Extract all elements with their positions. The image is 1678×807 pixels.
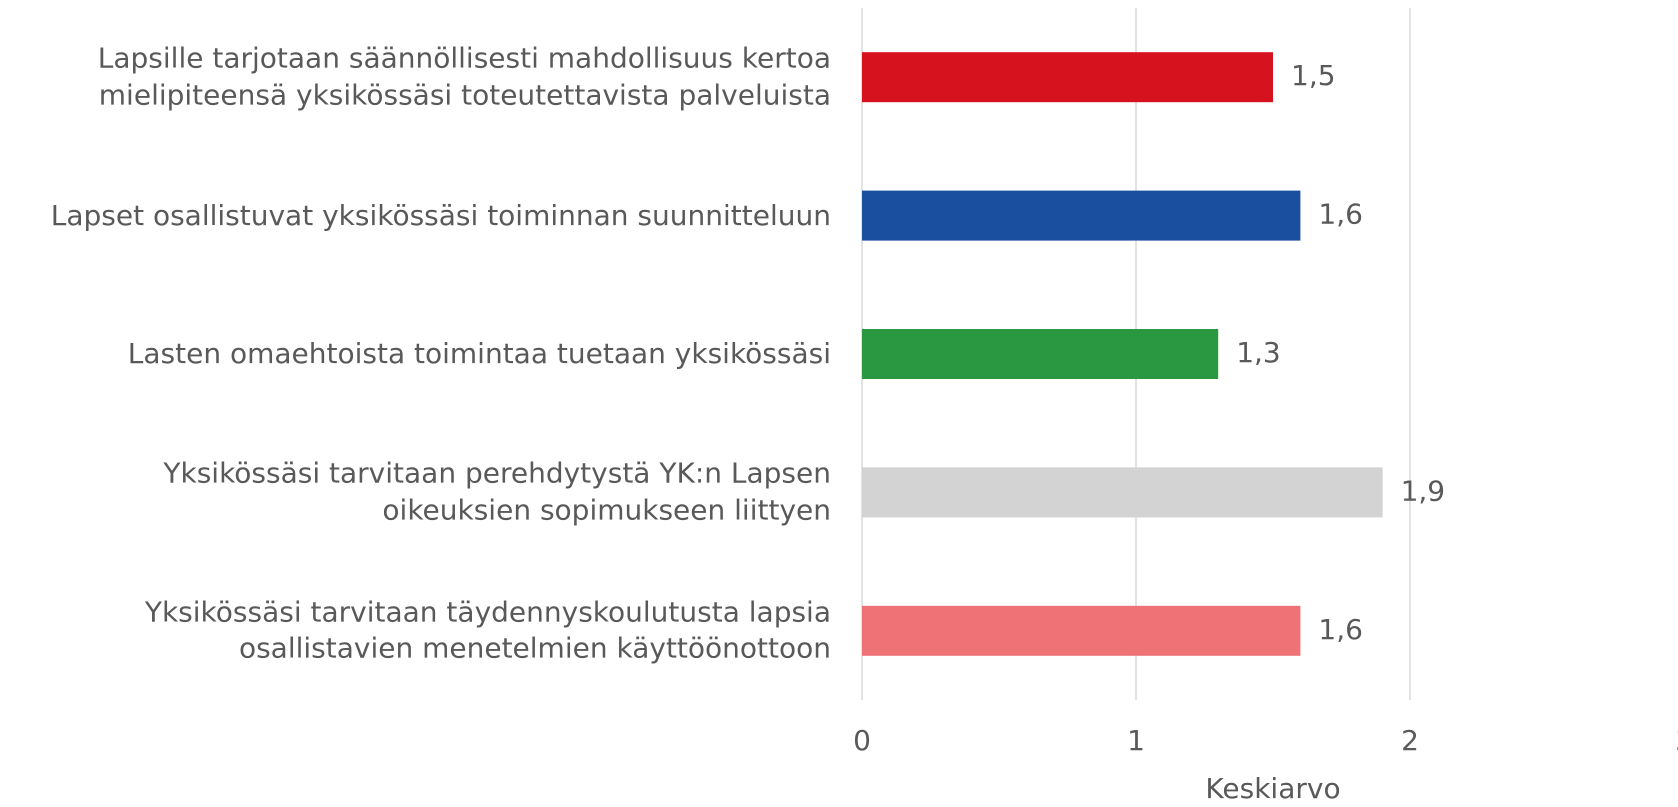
x-tick-label: 1 <box>1127 724 1145 757</box>
bar <box>862 190 1301 241</box>
bar <box>862 605 1301 656</box>
data-label: 1,6 <box>1318 198 1363 231</box>
data-label: 1,5 <box>1291 59 1336 92</box>
y-tick-label: Lapset osallistuvat yksikössäsi toiminna… <box>50 198 831 232</box>
y-tick-label: Yksikössäsi tarvitaan täydennyskoulutust… <box>144 595 831 665</box>
bar <box>862 467 1383 518</box>
bar <box>862 52 1273 103</box>
bar <box>862 329 1219 379</box>
data-label: 1,9 <box>1401 474 1446 507</box>
x-axis-title: Keskiarvo <box>1205 772 1340 805</box>
data-label: 1,6 <box>1318 613 1363 646</box>
x-tick-label: 0 <box>853 724 871 757</box>
y-tick-label: Lasten omaehtoista toimintaa tuetaan yks… <box>127 336 831 370</box>
data-label: 1,3 <box>1236 336 1281 369</box>
y-tick-label: Yksikössäsi tarvitaan perehdytystä YK:n … <box>163 457 831 527</box>
y-tick-label: Lapsille tarjotaan säännöllisesti mahdol… <box>97 41 831 112</box>
x-tick-label: 2 <box>1401 724 1419 757</box>
x-tick-label: 3 <box>1675 724 1678 757</box>
